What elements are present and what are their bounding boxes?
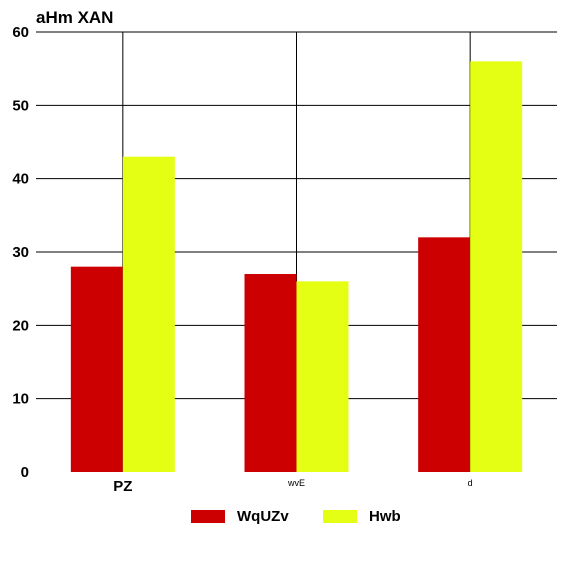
chart-title: aHm XAN <box>36 8 113 27</box>
legend: WqUZv Hwb <box>0 504 568 528</box>
legend-item-series-2: Hwb <box>323 504 401 528</box>
bar-series-1-cat-3 <box>418 237 471 472</box>
y-tick-label: 20 <box>12 317 29 334</box>
bar-series-1-cat-1 <box>70 266 123 472</box>
legend-swatch-series-2 <box>323 509 357 523</box>
bar-series-2-cat-2 <box>296 281 349 472</box>
legend-item-series-1: WqUZv <box>191 504 289 528</box>
bar-series-2-cat-1 <box>122 156 175 472</box>
legend-swatch-series-1 <box>191 509 225 523</box>
y-tick-label: 50 <box>12 97 29 114</box>
bars <box>70 61 523 472</box>
x-tick-label: d <box>468 478 473 488</box>
legend-label-series-2: Hwb <box>369 507 401 525</box>
y-tick-label: 0 <box>21 464 29 481</box>
bar-series-1-cat-2 <box>244 274 297 472</box>
x-tick-label: PZ <box>113 478 132 495</box>
y-tick-label: 40 <box>12 171 29 188</box>
legend-label-series-1: WqUZv <box>237 507 289 525</box>
x-tick-label: wvE <box>287 478 305 488</box>
y-tick-label: 10 <box>12 391 29 408</box>
bar-series-2-cat-3 <box>470 61 523 472</box>
x-tick-labels: PZ wvE d <box>113 478 472 495</box>
y-tick-label: 60 <box>12 24 29 41</box>
y-tick-label: 30 <box>12 244 29 261</box>
y-tick-labels: 0 10 20 30 40 50 60 <box>12 24 29 481</box>
